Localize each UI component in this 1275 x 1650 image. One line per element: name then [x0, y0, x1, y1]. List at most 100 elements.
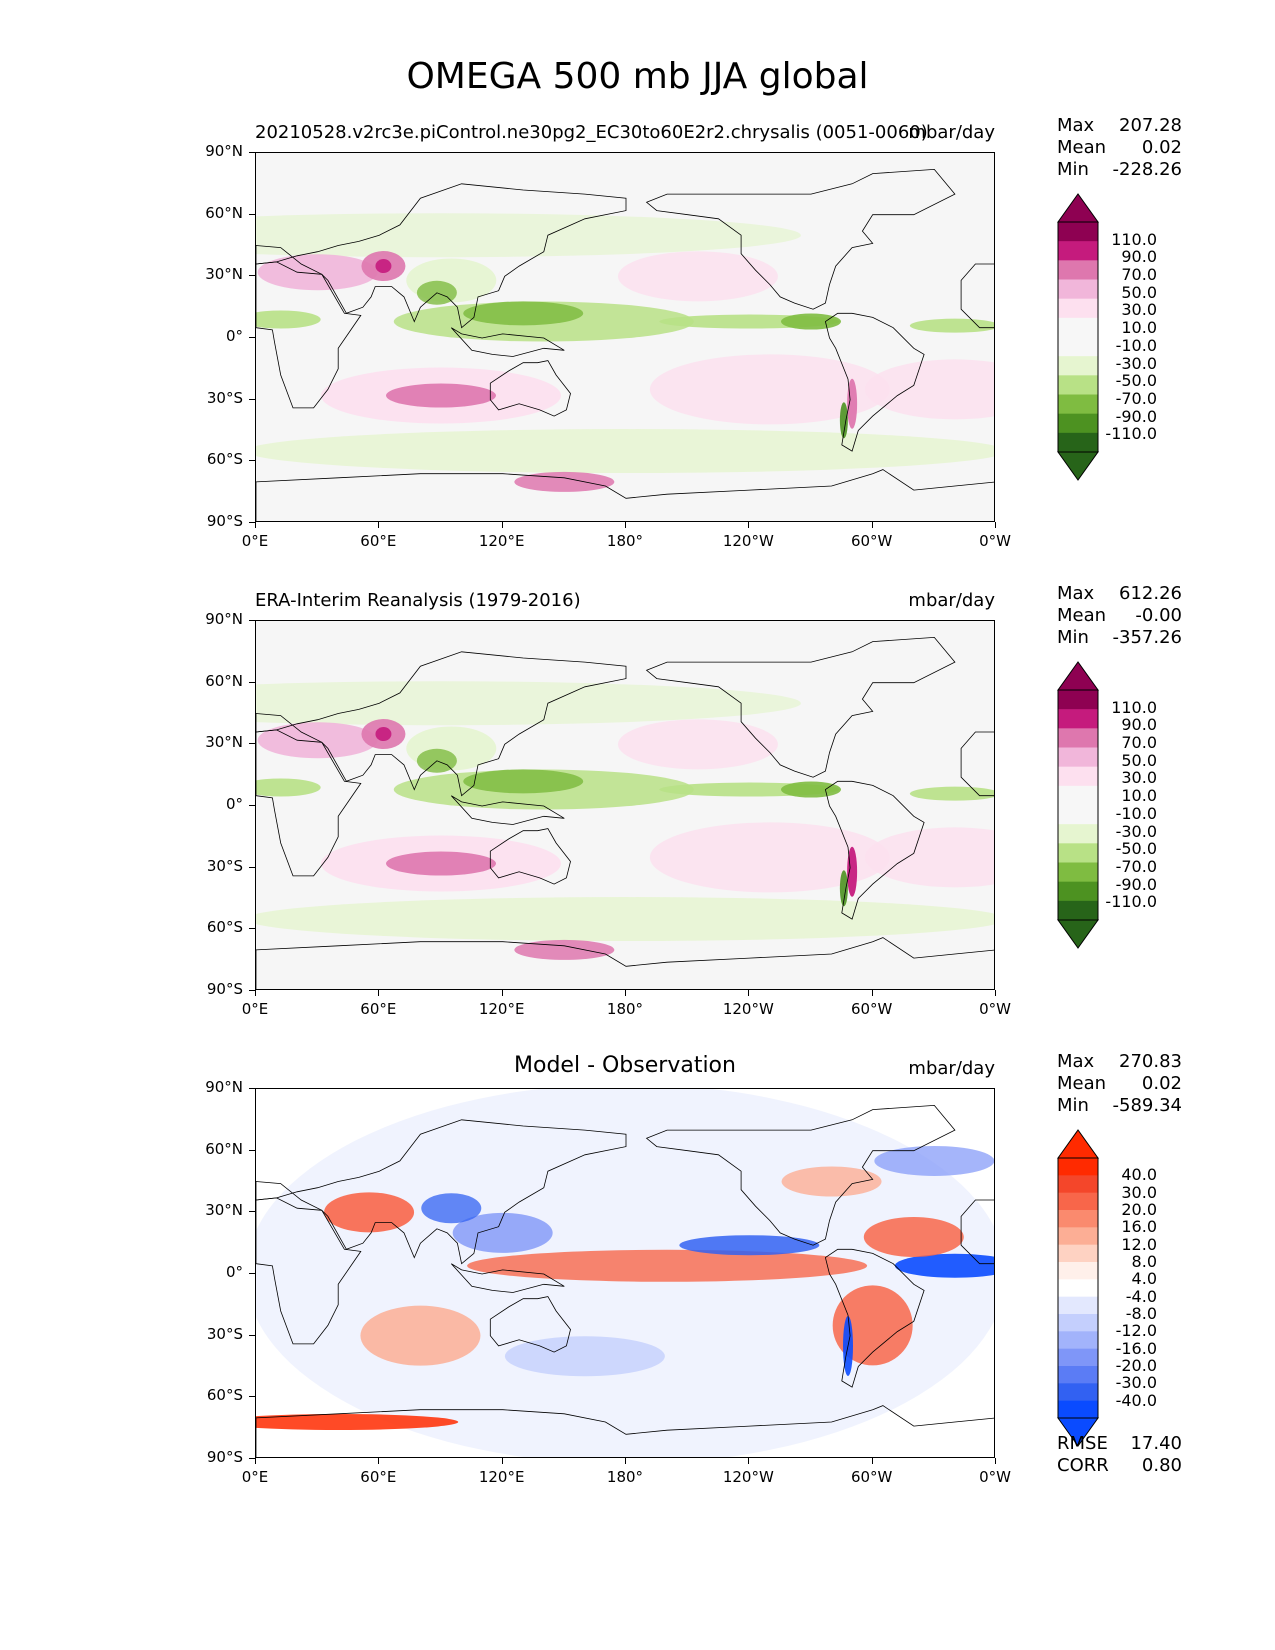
stat-row: Max 207.28 [1057, 115, 1182, 137]
colorbar-level-label: 70.0 [1121, 265, 1157, 285]
south-atlantic-subsidence [864, 827, 994, 888]
lat-tick-mark [249, 743, 255, 745]
lon-tick-label: 60°E [360, 1000, 397, 1018]
stat-value: 270.83 [1119, 1051, 1182, 1072]
stat-value: -589.34 [1112, 1095, 1182, 1116]
lat-tick-mark [249, 275, 255, 277]
lat-tick-mark [249, 152, 255, 153]
lat-tick-mark [249, 1088, 255, 1089]
lon-tick-label: 180° [606, 532, 644, 550]
colorbar-extend-min [1057, 451, 1099, 481]
subpolar-ascent-band [256, 681, 801, 726]
colorbar-level-label: -30.0 [1115, 821, 1157, 841]
lon-tick-mark [748, 522, 750, 528]
colorbar-level-label: -20.0 [1115, 1356, 1157, 1375]
lat-tick-mark [249, 1211, 255, 1213]
lon-tick-mark [255, 1458, 256, 1464]
colorbar-svg [1057, 661, 1099, 949]
lon-tick-mark [995, 522, 996, 528]
lat-tick-label: 60°N [205, 203, 243, 222]
lat-tick-label: 30°S [206, 388, 243, 407]
lon-tick-mark [378, 1458, 380, 1464]
colorbar-level-label: 50.0 [1121, 282, 1157, 302]
lat-tick-label: 90°S [206, 1448, 243, 1466]
colorbar-level-label: 30.0 [1121, 1182, 1157, 1202]
colorbar-outline [1057, 689, 1099, 921]
lat-tick-mark [249, 681, 255, 683]
colorbar-swatch [1058, 690, 1098, 710]
map-canvas [256, 1089, 994, 1457]
lat-tick-mark [249, 928, 255, 930]
lon-tick-label: 0°W [979, 1000, 1011, 1018]
colorbar-swatch [1058, 709, 1098, 729]
colorbar-swatch [1058, 766, 1098, 787]
colorbar-swatch [1058, 413, 1098, 434]
lat-tick-label: 30°N [205, 265, 243, 284]
colorbar-swatch [1058, 1192, 1098, 1211]
lat-tick-mark [249, 1396, 255, 1398]
colorbar-level-label: -30.0 [1115, 353, 1157, 373]
equatorial-pacific-positive [467, 1249, 868, 1282]
lon-tick-label: 60°W [850, 1468, 893, 1486]
panel-2-map [255, 620, 995, 990]
stat-value: 612.26 [1119, 583, 1182, 604]
panel-1-units: mbar/day [908, 122, 995, 143]
coastline [645, 1104, 956, 1246]
coastline [824, 312, 925, 452]
coastline [256, 1405, 994, 1457]
lon-tick-label: 120°E [478, 532, 525, 550]
stat-row: Min -589.34 [1057, 1095, 1182, 1117]
colorbar-swatch [1058, 1314, 1098, 1332]
colorbar-level-label: -12.0 [1115, 1321, 1157, 1341]
colorbar-swatch [1058, 1175, 1098, 1194]
colorbar-level-label: 90.0 [1121, 715, 1157, 735]
lat-tick-label: 30°S [206, 1324, 243, 1343]
coastlines [256, 636, 994, 989]
colorbar-level-label: 20.0 [1121, 1200, 1157, 1219]
coastline [451, 327, 565, 357]
colorbar-swatch [1058, 805, 1098, 825]
stat-row: Min -357.26 [1057, 627, 1182, 649]
colorbar-level-label: 110.0 [1111, 697, 1157, 717]
colorbar-level-label: 50.0 [1121, 750, 1157, 770]
colorbar-swatch [1058, 1366, 1098, 1384]
lat-tick-label: 0° [225, 327, 243, 345]
warm-pool-negative [452, 1212, 553, 1253]
colorbar-swatch [1058, 900, 1098, 921]
panel-1-colorbar: 110.0 90.0 70.0 50.0 30.0 10.0 -10.0 -30.0 -50.0… [1057, 193, 1157, 485]
iran-subsidence-core [375, 727, 392, 742]
colorbar-swatch [1058, 1262, 1098, 1280]
panel-2-colorbar: 110.0 90.0 70.0 50.0 30.0 10.0 -10.0 -30.0 -50.0… [1057, 661, 1157, 953]
antarctic-coast-positive [256, 1414, 459, 1430]
figure-title: OMEGA 500 mb JJA global [406, 56, 869, 97]
lon-tick-mark [625, 1458, 626, 1464]
panel-3-units: mbar/day [908, 1058, 995, 1079]
panel-2-units: mbar/day [908, 590, 995, 611]
colorbar-swatch [1058, 337, 1098, 357]
colorbar-swatch [1058, 1331, 1098, 1350]
north-atlantic-negative [874, 1145, 994, 1176]
colorbar-level-label: 12.0 [1121, 1234, 1157, 1254]
southern-storm-track [256, 897, 994, 942]
coastline [960, 1199, 994, 1265]
north-pacific-subsidence [617, 251, 778, 302]
antarctic-subsidence [514, 471, 615, 492]
colorbar-swatch [1058, 1400, 1098, 1419]
lat-tick-mark [249, 1458, 255, 1459]
lon-tick-mark [255, 990, 256, 996]
stat-row: Max 612.26 [1057, 583, 1182, 605]
stat-value: 17.40 [1130, 1433, 1182, 1454]
colorbar-level-label: 110.0 [1111, 229, 1157, 249]
colorbar-swatch [1058, 747, 1098, 768]
coastline [645, 636, 956, 778]
panel-1-title: 20210528.v2rc3e.piControl.ne30pg2_EC30to… [255, 122, 928, 143]
indian-ocean-positive [360, 1305, 481, 1366]
itcz-atlantic [909, 318, 994, 333]
stat-label: Max [1057, 115, 1095, 136]
panel-3-rmse-corr: RMSE 17.40 CORR 0.80 [1057, 1433, 1182, 1477]
lat-tick-mark [249, 866, 255, 868]
stat-row: CORR 0.80 [1057, 1455, 1182, 1477]
lat-tick-mark [249, 1273, 255, 1274]
lat-tick-label: 30°N [205, 1201, 243, 1220]
north-america-positive [781, 1166, 882, 1197]
